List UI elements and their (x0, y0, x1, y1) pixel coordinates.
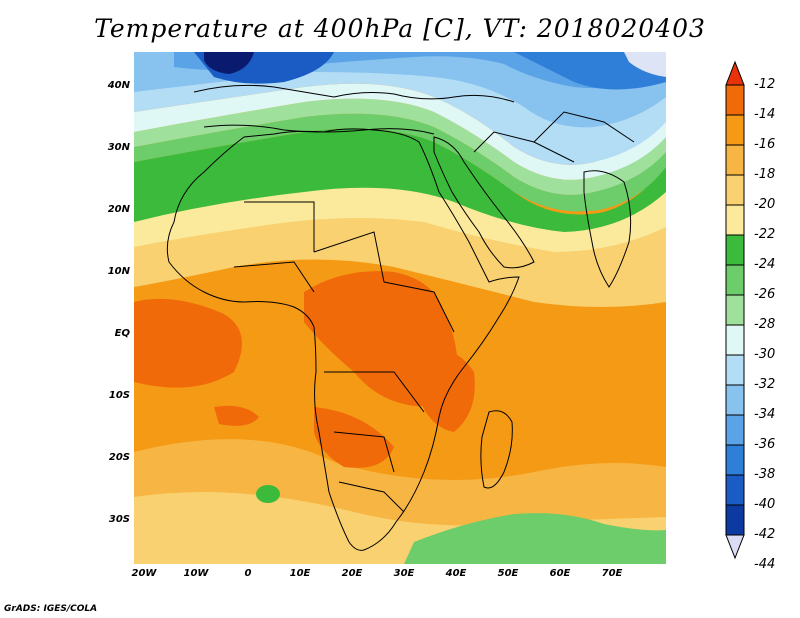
map-title: Temperature at 400hPa [C], VT: 201802040… (94, 14, 706, 43)
border-3 (233, 261, 315, 293)
colorbar-label: -30 (754, 347, 776, 362)
border-7 (338, 481, 405, 513)
field-east-orange (419, 349, 475, 432)
border-2 (313, 231, 385, 283)
colorbar-label: -38 (754, 467, 776, 482)
field-ne-blue (514, 52, 666, 90)
lon-label: 0 (244, 568, 252, 579)
colorbar-box (725, 414, 745, 446)
colorbar-boxes (725, 60, 745, 560)
lat-label: 30N (107, 142, 130, 153)
temperature-map (134, 52, 666, 564)
lat-label: 10S (108, 390, 130, 401)
lon-label: 20W (131, 568, 157, 579)
colorbar (725, 60, 745, 560)
colorbar-top-arrow (725, 60, 745, 86)
lat-label: 10N (107, 266, 130, 277)
colorbar-label: -42 (754, 527, 776, 542)
colorbar-label: -26 (754, 287, 776, 302)
field-small-green (256, 485, 280, 503)
colorbar-box (725, 264, 745, 296)
colorbar-box (725, 204, 745, 236)
lat-label: 20S (108, 452, 130, 463)
colorbar-box (725, 114, 745, 146)
lat-label: EQ (114, 328, 130, 339)
africa-coast (166, 128, 520, 551)
border-9 (533, 111, 635, 143)
lat-label: 20N (107, 204, 130, 215)
colorbar-label: -16 (754, 137, 776, 152)
colorbar-box (725, 84, 745, 116)
colorbar-label: -44 (754, 557, 776, 572)
colorbar-bottom-arrow (725, 534, 745, 560)
europe-coast (193, 84, 515, 103)
lat-label: 30S (108, 514, 130, 525)
colorbar-box (725, 294, 745, 326)
border-6 (333, 431, 395, 473)
colorbar-box (725, 384, 745, 416)
field-west-orange (134, 298, 242, 388)
field-cyan (134, 83, 666, 180)
colorbar-label: -20 (754, 197, 776, 212)
lon-label: 60E (549, 568, 571, 579)
grads-credit: GrADS: IGES/COLA (4, 604, 98, 614)
field-central-orange (304, 271, 458, 407)
mediterranean (203, 124, 435, 135)
border-1 (244, 201, 315, 252)
border-4 (383, 281, 455, 333)
colorbar-box (725, 324, 745, 356)
madagascar (480, 410, 513, 489)
field-mid-orange (214, 405, 259, 426)
lon-label: 40E (445, 568, 467, 579)
colorbar-label: -28 (754, 317, 776, 332)
colorbar-label: -12 (754, 77, 776, 92)
lon-label: 50E (497, 568, 519, 579)
lon-label: 30E (393, 568, 415, 579)
colorbar-label: -32 (754, 377, 776, 392)
colorbar-label: -36 (754, 437, 776, 452)
field-ne-pale (624, 52, 666, 77)
lon-label: 10E (289, 568, 311, 579)
colorbar-label: -14 (754, 107, 776, 122)
colorbar-label: -18 (754, 167, 776, 182)
colorbar-box (725, 444, 745, 476)
lat-label: 40N (107, 80, 130, 91)
border-8 (473, 131, 575, 163)
lon-label: 70E (601, 568, 623, 579)
colorbar-label: -40 (754, 497, 776, 512)
india (583, 170, 632, 288)
border-5 (324, 371, 425, 413)
field-navy (204, 52, 254, 74)
colorbar-box (725, 234, 745, 266)
colorbar-label: -34 (754, 407, 776, 422)
field-south-green (404, 513, 666, 564)
lon-label: 20E (341, 568, 363, 579)
lon-label: 10W (183, 568, 209, 579)
colorbar-box (725, 174, 745, 206)
colorbar-label: -24 (754, 257, 776, 272)
colorbar-box (725, 474, 745, 506)
colorbar-label: -22 (754, 227, 776, 242)
arabia (433, 136, 535, 269)
colorbar-box (725, 354, 745, 386)
field-green-band (134, 128, 666, 232)
colorbar-box (725, 144, 745, 176)
field-sw-orange (314, 407, 394, 468)
field-green-mid (134, 113, 666, 212)
colorbar-box (725, 504, 745, 536)
field-green-light (134, 98, 666, 195)
coastlines (166, 84, 635, 551)
map-svg (134, 52, 666, 564)
